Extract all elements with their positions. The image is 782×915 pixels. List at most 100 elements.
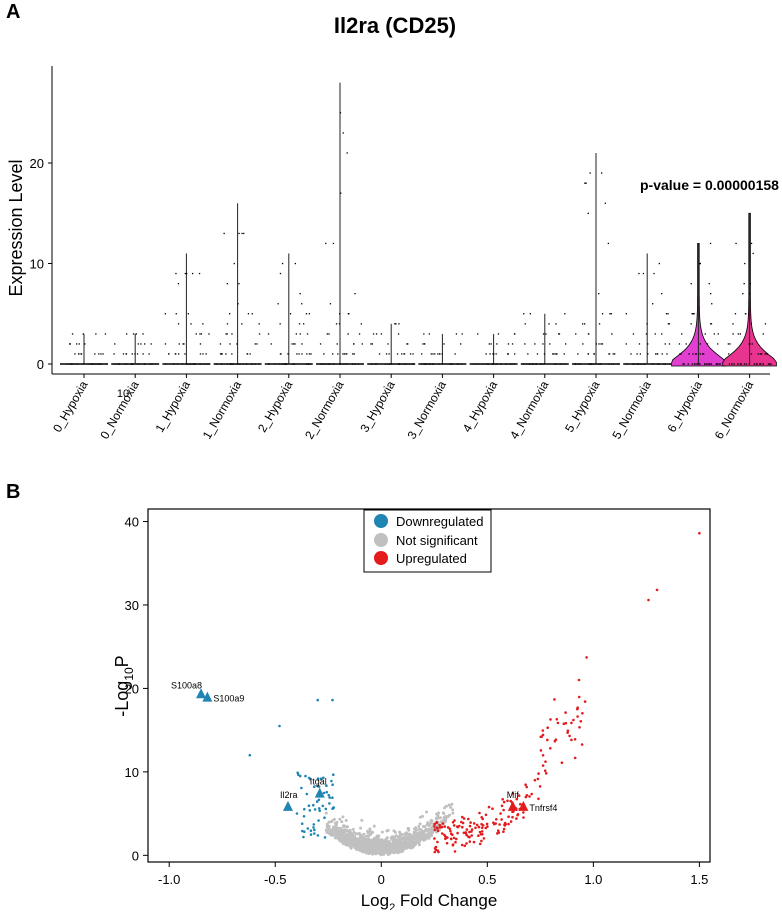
- violin-point: [238, 283, 240, 285]
- violin-point: [136, 353, 139, 355]
- violin-point: [353, 343, 355, 345]
- violin-point: [202, 353, 204, 355]
- violin-point: [443, 343, 445, 345]
- violin-point: [558, 333, 561, 335]
- violin-x-tick-label: 5_Hypoxia: [562, 378, 603, 434]
- volcano-point-up: [498, 823, 501, 826]
- volcano-point-ns: [379, 853, 383, 857]
- violin-point: [635, 363, 637, 365]
- violin-point: [728, 363, 731, 365]
- violin-point: [289, 313, 292, 315]
- volcano-point-up: [451, 821, 455, 824]
- violin-point: [608, 353, 611, 355]
- violin-point: [708, 283, 710, 285]
- volcano-point-up: [581, 712, 584, 715]
- violin-point: [652, 303, 654, 305]
- volcano-point-ns: [376, 839, 380, 843]
- violin-point: [409, 363, 411, 365]
- violin-point: [709, 242, 712, 245]
- violin-point: [639, 353, 641, 355]
- violin-point: [403, 353, 405, 355]
- violin-point: [617, 363, 619, 365]
- violin-point: [750, 353, 753, 355]
- volcano-point-ns: [392, 844, 396, 848]
- violin-point: [342, 132, 344, 134]
- violin-point: [282, 363, 284, 365]
- violin-point: [717, 333, 719, 335]
- violin-point: [749, 343, 751, 345]
- volcano-gene-label: Itgal: [310, 777, 327, 787]
- violin-point: [221, 353, 223, 355]
- violin-point: [104, 333, 107, 335]
- volcano-x-tick-label: 1.0: [584, 872, 602, 887]
- violin-point: [543, 363, 545, 365]
- volcano-point-up: [549, 718, 552, 721]
- violin-y-tick-label: 10: [30, 257, 44, 272]
- volcano-point-ns: [335, 826, 338, 830]
- violin-point: [98, 353, 100, 355]
- violin-point: [523, 363, 525, 365]
- violin-point: [691, 313, 693, 315]
- volcano-point-ns: [430, 834, 433, 837]
- violin-point: [98, 363, 100, 365]
- violin-point: [735, 242, 737, 245]
- violin-point: [744, 262, 746, 265]
- violin-point: [661, 333, 663, 335]
- violin-point: [681, 333, 683, 335]
- volcano-point-up: [453, 819, 456, 822]
- violin-group: [162, 253, 211, 365]
- volcano-point-up: [576, 706, 579, 709]
- volcano-point-ns: [380, 830, 384, 834]
- legend-down-marker: [374, 514, 388, 528]
- violin-point: [542, 343, 544, 345]
- violin-point: [484, 363, 487, 365]
- volcano-point-up: [576, 715, 579, 718]
- violin-point: [432, 363, 435, 365]
- violin-point: [718, 363, 720, 365]
- violin-point: [342, 353, 344, 355]
- violin-point: [682, 363, 684, 365]
- violin-point: [132, 363, 134, 365]
- violin-point: [357, 363, 360, 365]
- violin-point: [585, 182, 587, 184]
- volcano-point-ns: [444, 804, 448, 808]
- violin-point: [552, 353, 554, 355]
- violin-point: [82, 363, 84, 365]
- violin-point: [136, 363, 139, 365]
- volcano-point-up: [464, 831, 468, 834]
- volcano-point-up: [481, 833, 484, 836]
- violin-point: [422, 363, 425, 365]
- violin-point: [94, 363, 96, 365]
- violin-point: [695, 363, 697, 365]
- violin-x-tick-label: 6_Hypoxia: [665, 378, 706, 434]
- violin-point: [457, 363, 459, 365]
- violin-point: [348, 313, 350, 315]
- volcano-gene-marker: [196, 688, 207, 699]
- volcano-point-ns: [394, 834, 398, 838]
- violin-x-tick-label: 0_Hypoxia: [50, 378, 91, 434]
- volcano-point-ns: [354, 832, 358, 836]
- volcano-point-up: [465, 833, 468, 837]
- violin-point: [757, 353, 759, 355]
- volcano-point-up: [570, 721, 573, 725]
- volcano-ylabel: -Log10P: [112, 655, 136, 716]
- volcano-point-down: [330, 779, 333, 783]
- violin-point: [514, 353, 516, 355]
- violin-point: [593, 353, 595, 355]
- volcano-point-up: [433, 837, 436, 840]
- violin-point: [685, 343, 687, 345]
- violin-point: [199, 343, 202, 345]
- volcano-point-down: [316, 784, 320, 788]
- volcano-point-ns: [367, 840, 370, 843]
- volcano-point-up: [530, 792, 533, 796]
- violin-point: [752, 252, 754, 255]
- volcano-gene-label: S100a8: [171, 680, 202, 690]
- volcano-point-up: [478, 842, 482, 846]
- violin-point: [460, 363, 462, 365]
- volcano-point-up: [461, 821, 465, 825]
- violin-x-tick-label: 3_Hypoxia: [357, 378, 398, 434]
- volcano-point-down: [312, 826, 315, 829]
- violin-group: [213, 203, 262, 365]
- volcano-point-up: [472, 840, 476, 844]
- violin-point: [710, 363, 713, 365]
